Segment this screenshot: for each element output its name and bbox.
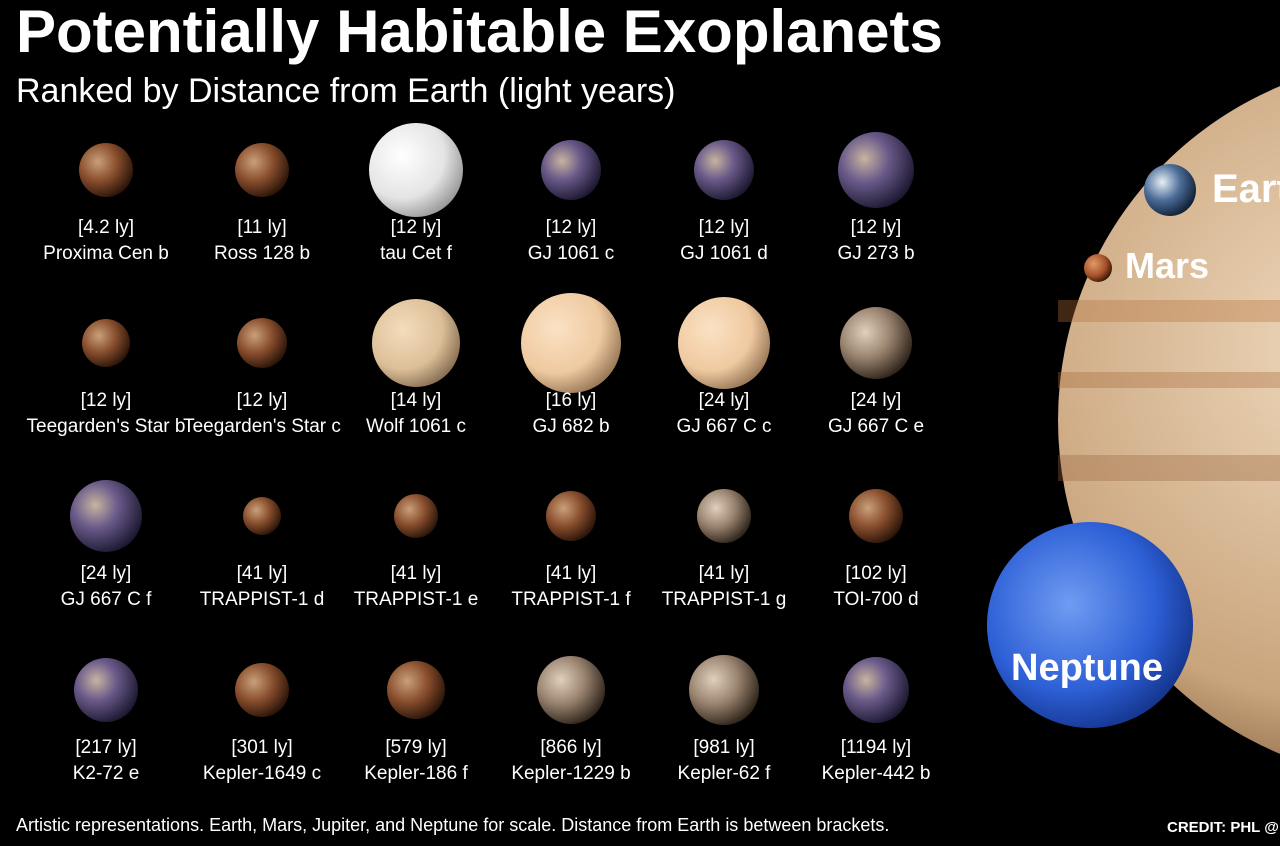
planet-distance: [866 ly] (540, 737, 601, 758)
planet-name: Kepler-1229 b (511, 763, 630, 784)
planet (237, 318, 287, 368)
planet (387, 661, 445, 719)
planet (82, 319, 130, 367)
planet-distance: [12 ly] (699, 217, 750, 238)
planet-distance: [11 ly] (237, 217, 286, 238)
neptune-label: Neptune (1011, 647, 1163, 689)
planet-name: tau Cet f (380, 243, 453, 264)
planet-name: TRAPPIST-1 d (200, 589, 325, 610)
planet-distance: [12 ly] (81, 390, 132, 411)
mars-label: Mars (1125, 245, 1209, 286)
planet-distance: [12 ly] (546, 217, 597, 238)
band (1058, 455, 1280, 481)
planet-name: Ross 128 b (214, 243, 310, 264)
planet-distance: [12 ly] (237, 390, 288, 411)
planet-name: Kepler-1649 c (203, 763, 321, 784)
planet-name: Teegarden's Star c (183, 416, 341, 437)
neptune (987, 522, 1193, 728)
planet (372, 299, 460, 387)
planet-distance: [4.2 ly] (78, 217, 134, 238)
planet-name: GJ 273 b (837, 243, 914, 264)
planet-name: TRAPPIST-1 f (511, 589, 631, 610)
planet-distance: [16 ly] (546, 390, 597, 411)
planet (689, 655, 759, 725)
planet-name: Kepler-186 f (364, 763, 468, 784)
planet (235, 143, 289, 197)
planet-distance: [579 ly] (385, 737, 446, 758)
planet-name: TOI-700 d (833, 589, 918, 610)
planet (521, 293, 621, 393)
planet (849, 489, 903, 543)
planet-distance: [41 ly] (237, 563, 288, 584)
planet-distance: [41 ly] (391, 563, 442, 584)
planet-name: GJ 667 C c (676, 416, 771, 437)
planet-name: GJ 1061 c (528, 243, 615, 264)
planet-name: Kepler-442 b (822, 763, 931, 784)
planet (843, 657, 909, 723)
planet (537, 656, 605, 724)
planet-name: TRAPPIST-1 g (662, 589, 787, 610)
title: Potentially Habitable Exoplanets (16, 0, 943, 65)
planet (546, 491, 596, 541)
planet-name: GJ 667 C f (61, 589, 153, 610)
planet (694, 140, 754, 200)
planet (541, 140, 601, 200)
planet-name: Teegarden's Star b (27, 416, 186, 437)
planet-distance: [12 ly] (851, 217, 902, 238)
planet (678, 297, 770, 389)
planet-name: Wolf 1061 c (366, 416, 466, 437)
planet-name: Proxima Cen b (43, 243, 169, 264)
planet (369, 123, 463, 217)
band (1058, 372, 1280, 388)
subtitle: Ranked by Distance from Earth (light yea… (16, 72, 675, 110)
planet (79, 143, 133, 197)
planet-name: GJ 667 C e (828, 416, 924, 437)
planet-distance: [981 ly] (693, 737, 754, 758)
planet (840, 307, 912, 379)
earth-label: Eart (1212, 167, 1280, 211)
planet-distance: [1194 ly] (841, 737, 911, 758)
planet-name: GJ 1061 d (680, 243, 768, 264)
planet-distance: [12 ly] (391, 217, 442, 238)
planet (235, 663, 289, 717)
earth (1144, 164, 1196, 216)
planet (697, 489, 751, 543)
jupiter-bands (1058, 300, 1280, 481)
planet-distance: [24 ly] (699, 390, 750, 411)
planet (74, 658, 138, 722)
footer-note: Artistic representations. Earth, Mars, J… (16, 815, 889, 835)
planet (838, 132, 914, 208)
planet-distance: [41 ly] (699, 563, 750, 584)
planet-distance: [24 ly] (851, 390, 902, 411)
planet (394, 494, 438, 538)
planet-distance: [24 ly] (81, 563, 132, 584)
planet-distance: [14 ly] (391, 390, 442, 411)
planet-distance: [41 ly] (546, 563, 597, 584)
planet (70, 480, 142, 552)
planet-name: Kepler-62 f (678, 763, 772, 784)
planet-distance: [217 ly] (75, 737, 136, 758)
planet-distance: [301 ly] (231, 737, 292, 758)
planet-distance: [102 ly] (845, 563, 906, 584)
credit: CREDIT: PHL @ U (1167, 819, 1280, 836)
planet-name: TRAPPIST-1 e (354, 589, 479, 610)
mars (1084, 254, 1112, 282)
band (1058, 300, 1280, 322)
planet-name: GJ 682 b (532, 416, 609, 437)
planet (243, 497, 281, 535)
planet-name: K2-72 e (73, 763, 140, 784)
